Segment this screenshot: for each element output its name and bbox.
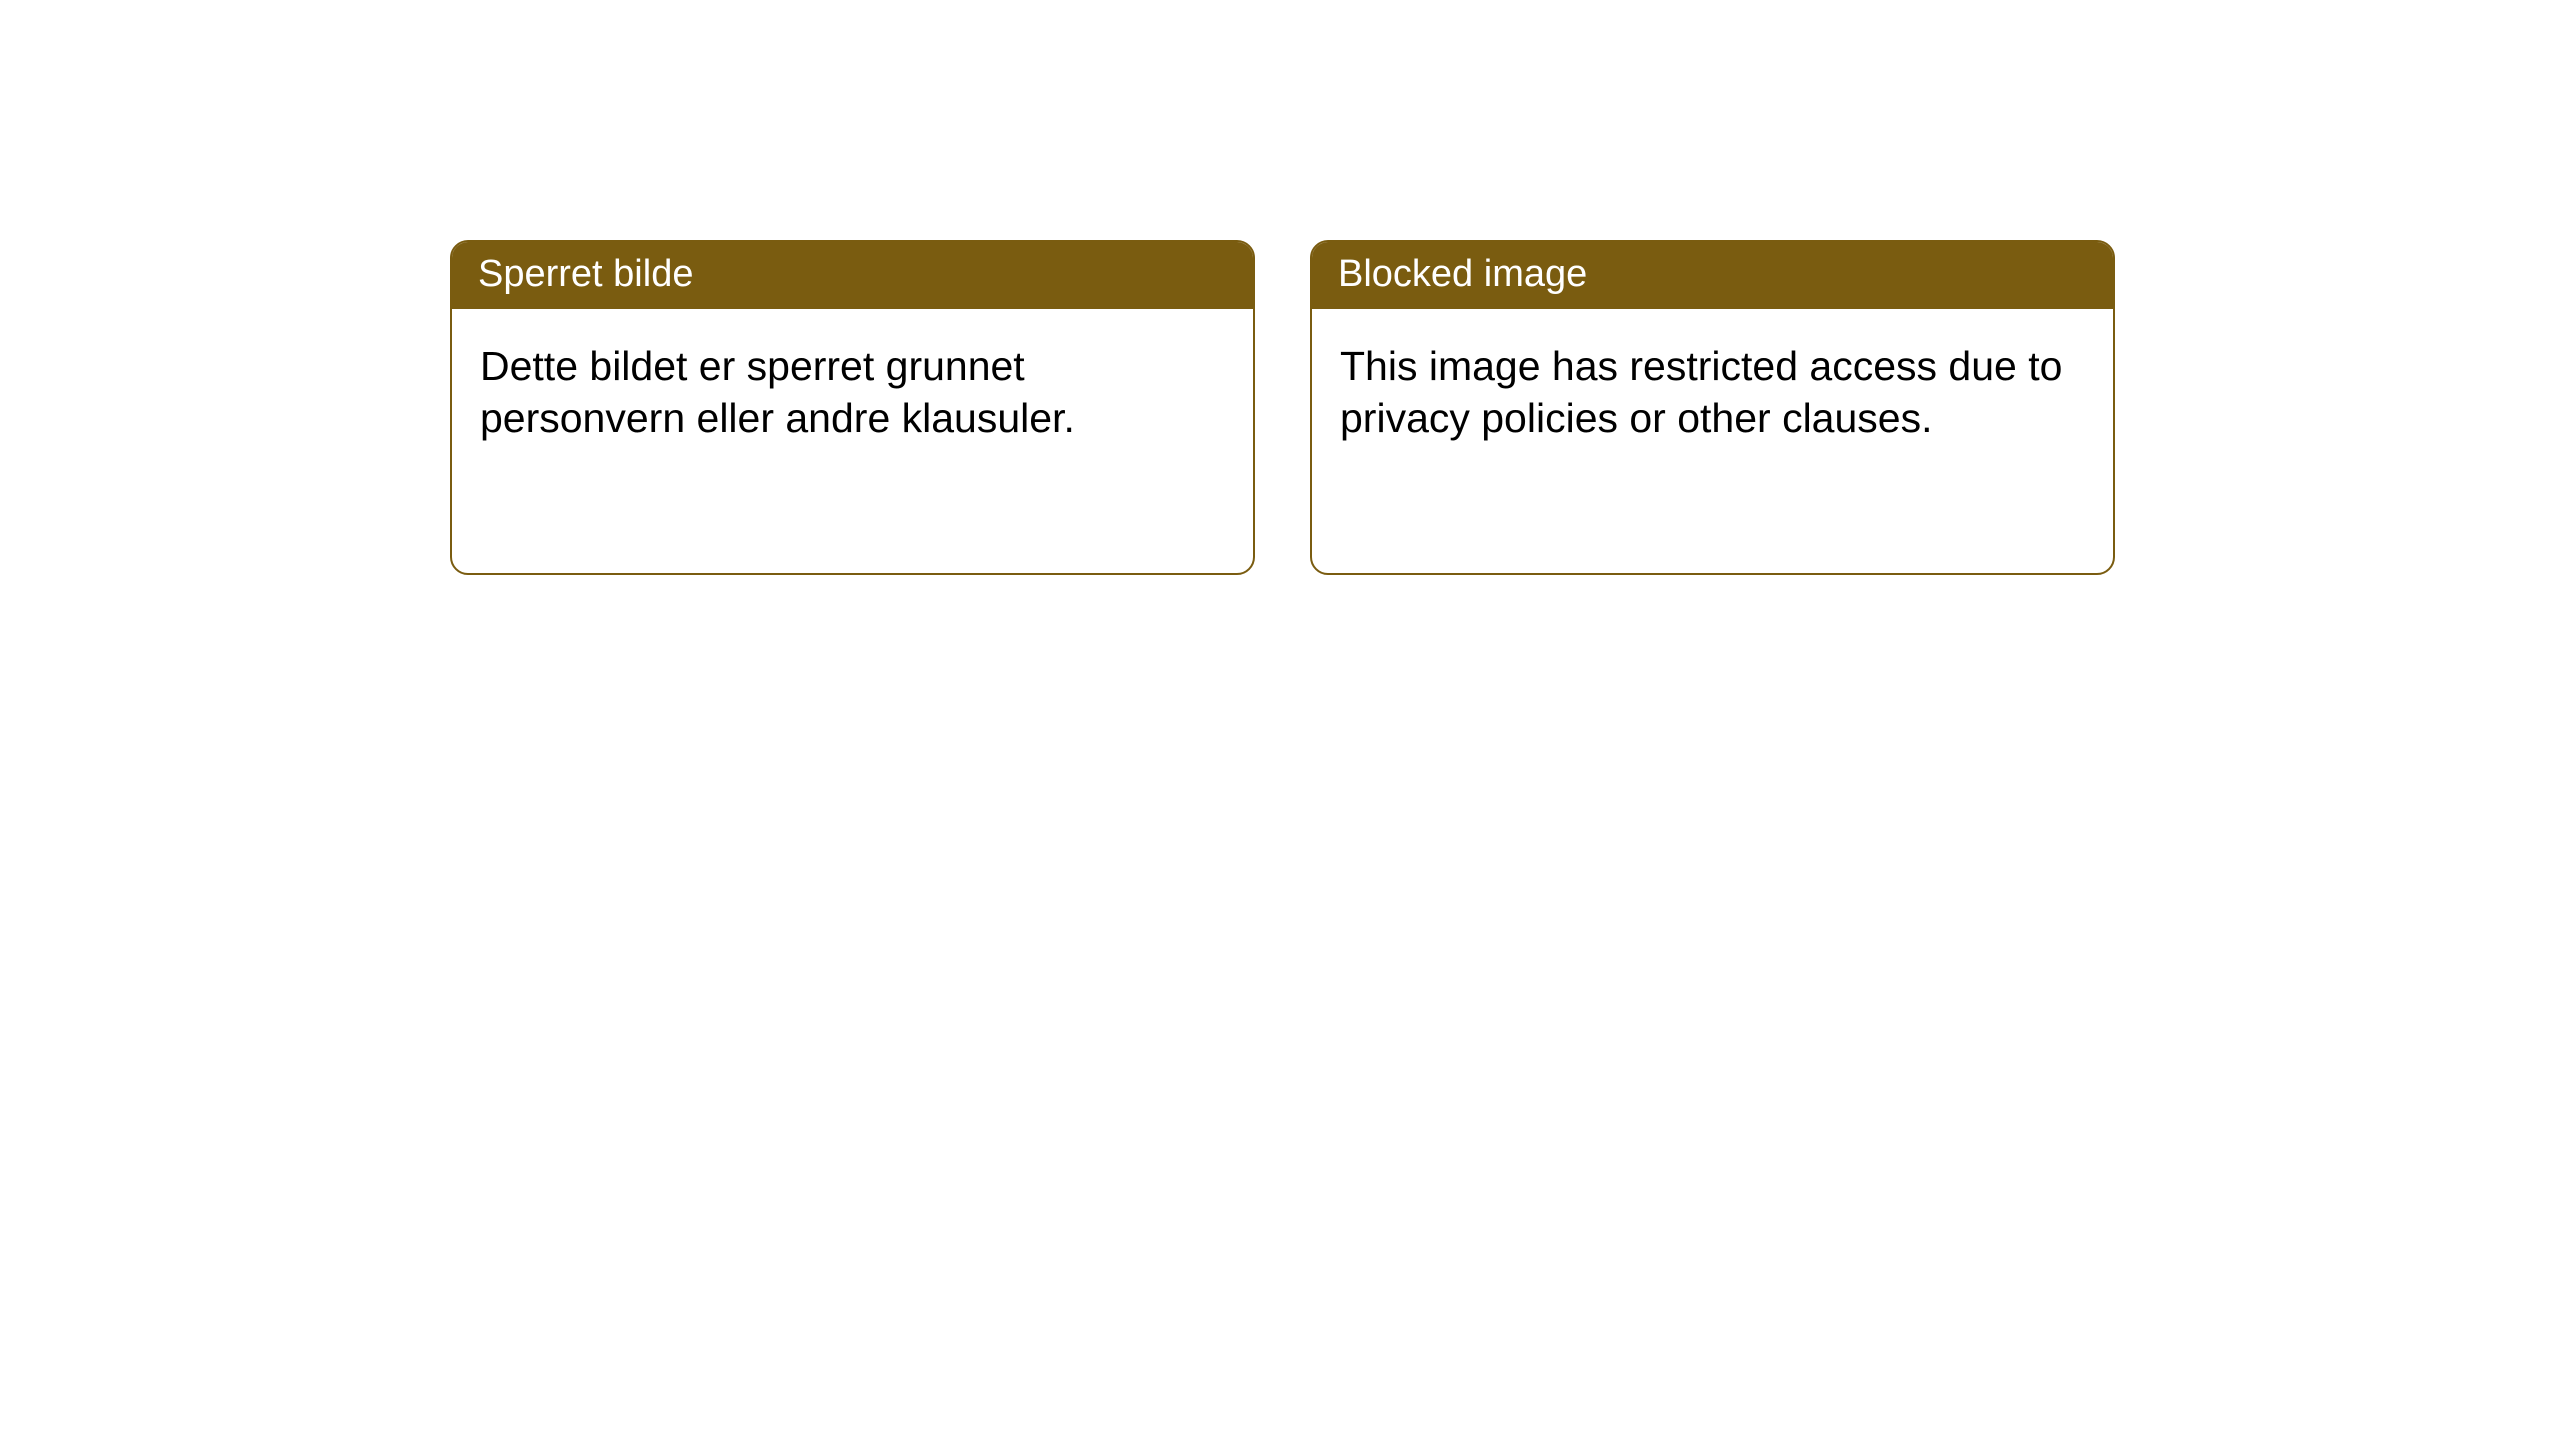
- card-message: This image has restricted access due to …: [1340, 343, 2062, 440]
- card-header: Blocked image: [1312, 242, 2113, 309]
- card-title: Blocked image: [1338, 253, 1587, 295]
- card-header: Sperret bilde: [452, 242, 1253, 309]
- card-message: Dette bildet er sperret grunnet personve…: [480, 343, 1075, 440]
- blocked-image-card-en: Blocked image This image has restricted …: [1310, 240, 2115, 575]
- card-title: Sperret bilde: [478, 253, 693, 295]
- blocked-image-card-no: Sperret bilde Dette bildet er sperret gr…: [450, 240, 1255, 575]
- card-body: Dette bildet er sperret grunnet personve…: [452, 309, 1253, 476]
- notice-container: Sperret bilde Dette bildet er sperret gr…: [0, 0, 2560, 575]
- card-body: This image has restricted access due to …: [1312, 309, 2113, 476]
